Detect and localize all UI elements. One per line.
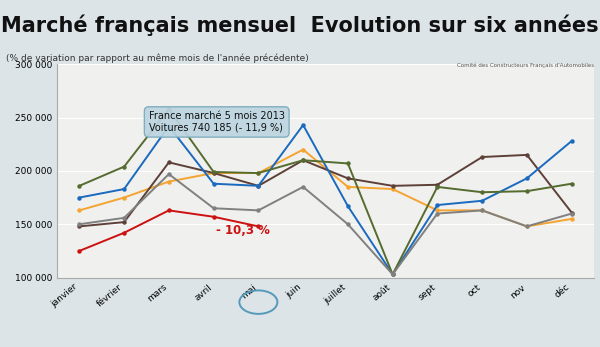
Text: Comité des Constructeurs Français d'Automobiles: Comité des Constructeurs Français d'Auto… — [457, 62, 594, 68]
Text: France marché 5 mois 2013
Voitures 740 185 (- 11,9 %): France marché 5 mois 2013 Voitures 740 1… — [149, 111, 285, 133]
Text: Marché français mensuel  Evolution sur six années: Marché français mensuel Evolution sur si… — [1, 15, 599, 36]
Text: (% de variation par rapport au même mois de l'année précédente): (% de variation par rapport au même mois… — [6, 54, 309, 63]
Text: - 10,3 %: - 10,3 % — [216, 224, 270, 237]
